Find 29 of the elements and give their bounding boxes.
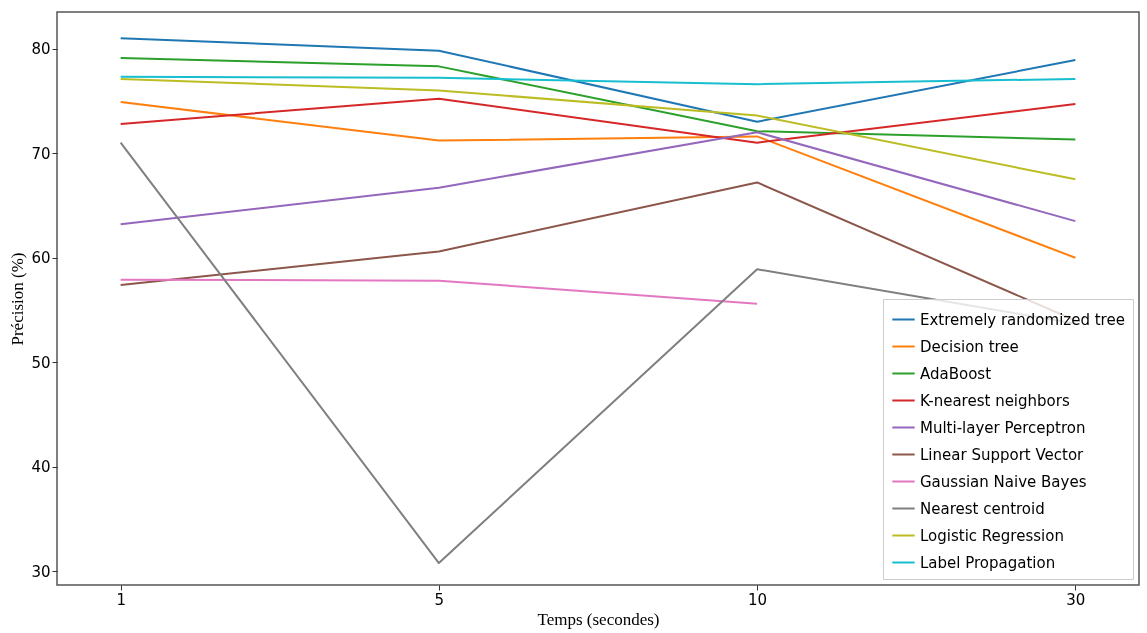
- y-axis-title: Précision (%): [8, 252, 28, 346]
- y-tick-label: 40: [31, 458, 51, 477]
- legend-label: AdaBoost: [920, 364, 992, 383]
- y-tick-label: 30: [31, 562, 51, 581]
- x-tick-label: 10: [748, 590, 768, 609]
- legend-label: Logistic Regression: [920, 526, 1064, 545]
- line-series: [119, 131, 1077, 226]
- legend-label: Gaussian Naive Bayes: [920, 472, 1087, 491]
- line-series: [119, 77, 1077, 181]
- legend-label: K-nearest neighbors: [920, 391, 1070, 410]
- legend-label: Extremely randomized tree: [920, 310, 1125, 329]
- x-axis-title: Temps (secondes): [537, 609, 660, 629]
- x-tick-label: 1: [116, 590, 126, 609]
- line-series: [119, 75, 1077, 86]
- line-series: [119, 57, 1077, 141]
- y-tick-label: 70: [31, 144, 51, 163]
- y-tick-label: 60: [31, 249, 51, 268]
- y-tick-label: 80: [31, 40, 51, 59]
- legend-label: Linear Support Vector: [920, 445, 1085, 464]
- x-tick-label: 30: [1066, 590, 1086, 609]
- line-series: [119, 100, 1077, 259]
- legend-label: Label Propagation: [920, 553, 1056, 572]
- line-series: [119, 37, 1077, 123]
- legend-label: Nearest centroid: [920, 499, 1045, 518]
- legend-label: Decision tree: [920, 337, 1019, 356]
- line-series: [119, 97, 1077, 144]
- x-tick-label: 5: [434, 590, 445, 609]
- legend-label: Multi-layer Perceptron: [920, 418, 1086, 437]
- y-tick-label: 50: [31, 353, 51, 372]
